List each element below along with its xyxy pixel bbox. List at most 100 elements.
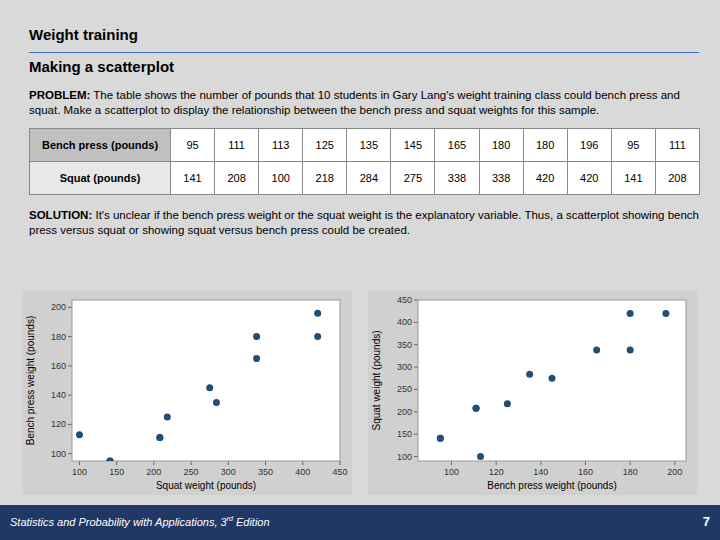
point [213, 399, 220, 406]
x-tick [228, 461, 229, 465]
table-row: Squat (pounds)14120810021828427533833842… [30, 162, 700, 195]
x-axis-label: Bench press weight (pounds) [487, 480, 617, 491]
y-tick [68, 365, 72, 366]
table-cell: 338 [435, 162, 479, 195]
y-tick-label: 100 [397, 452, 412, 462]
plot-box: 1001201401601802001001502002503003504004… [368, 290, 698, 495]
row-header: Squat (pounds) [30, 162, 171, 195]
y-axis-label: Bench press weight (pounds) [25, 316, 36, 446]
plot-background [72, 300, 340, 461]
y-tick [68, 307, 72, 308]
x-tick [630, 461, 631, 465]
y-tick [68, 395, 72, 396]
x-tick-label: 200 [146, 467, 161, 477]
point [662, 310, 669, 317]
table-cell: 420 [567, 162, 611, 195]
x-tick-label: 160 [578, 467, 593, 477]
table-cell: 95 [611, 129, 655, 162]
table-row: Bench press (pounds)95111113125135145165… [30, 129, 700, 162]
y-tick-label: 140 [51, 390, 66, 400]
plot-background [418, 300, 686, 461]
point [437, 435, 444, 442]
x-axis-label: Squat weight (pounds) [156, 480, 256, 491]
table-cell: 165 [435, 129, 479, 162]
x-tick [585, 461, 586, 465]
y-tick-label: 100 [51, 449, 66, 459]
y-tick [414, 434, 418, 435]
x-tick [340, 461, 341, 465]
scatter-chart: 1001201401601802001001502002503003504004… [368, 290, 698, 495]
point [593, 347, 600, 354]
point [473, 405, 480, 412]
footer-main: Statistics and Probability with Applicat… [10, 516, 227, 528]
y-tick [414, 300, 418, 301]
x-tick [451, 461, 452, 465]
y-tick-label: 200 [51, 302, 66, 312]
table-cell: 275 [391, 162, 435, 195]
y-tick [68, 336, 72, 337]
table-cell: 95 [171, 129, 215, 162]
footer-sup: rd [227, 515, 233, 522]
point [106, 458, 113, 462]
scatter-chart: 1001502002503003504004501001201401601802… [22, 290, 352, 495]
page-number: 7 [703, 514, 710, 529]
table-cell: 141 [171, 162, 215, 195]
x-tick [79, 461, 80, 465]
y-tick-label: 250 [397, 384, 412, 394]
x-tick [153, 461, 154, 465]
x-tick [302, 461, 303, 465]
y-tick [414, 344, 418, 345]
x-tick-label: 350 [258, 467, 273, 477]
solution-label: SOLUTION: [29, 209, 92, 221]
x-tick [191, 461, 192, 465]
point [627, 347, 634, 354]
point [504, 400, 511, 407]
divider [29, 52, 699, 53]
x-tick-label: 150 [109, 467, 124, 477]
point [76, 431, 83, 438]
table-cell: 284 [347, 162, 391, 195]
point [549, 375, 556, 382]
x-tick [540, 461, 541, 465]
y-tick [68, 453, 72, 454]
point [526, 371, 533, 378]
y-tick [414, 367, 418, 368]
x-tick-label: 100 [444, 467, 459, 477]
y-tick [68, 424, 72, 425]
footer-edition: Edition [233, 516, 270, 528]
table-cell: 180 [479, 129, 523, 162]
table-cell: 113 [259, 129, 303, 162]
y-tick-label: 300 [397, 362, 412, 372]
data-table: Bench press (pounds)95111113125135145165… [29, 128, 700, 195]
table-cell: 180 [523, 129, 567, 162]
y-tick [414, 456, 418, 457]
table-cell: 141 [611, 162, 655, 195]
table-cell: 218 [303, 162, 347, 195]
y-tick-label: 400 [397, 317, 412, 327]
table-cell: 111 [655, 129, 699, 162]
y-tick-label: 350 [397, 340, 412, 350]
table-cell: 208 [655, 162, 699, 195]
y-tick [414, 389, 418, 390]
x-tick [265, 461, 266, 465]
x-tick-label: 400 [295, 467, 310, 477]
title: Weight training [29, 26, 138, 43]
point [473, 405, 480, 412]
y-tick-label: 180 [51, 332, 66, 342]
footer: Statistics and Probability with Applicat… [0, 505, 720, 540]
point [156, 434, 163, 441]
x-tick-label: 250 [184, 467, 199, 477]
problem-label: PROBLEM: [29, 89, 90, 101]
subtitle: Making a scatterplot [29, 58, 174, 75]
y-tick [414, 411, 418, 412]
table-cell: 420 [523, 162, 567, 195]
plot-frame [418, 300, 686, 461]
point [206, 384, 213, 391]
x-tick-label: 120 [489, 467, 504, 477]
y-tick [414, 322, 418, 323]
y-tick-label: 450 [397, 295, 412, 305]
points [437, 310, 670, 460]
point [314, 310, 321, 317]
x-tick-label: 450 [332, 467, 347, 477]
footer-text: Statistics and Probability with Applicat… [10, 515, 270, 528]
